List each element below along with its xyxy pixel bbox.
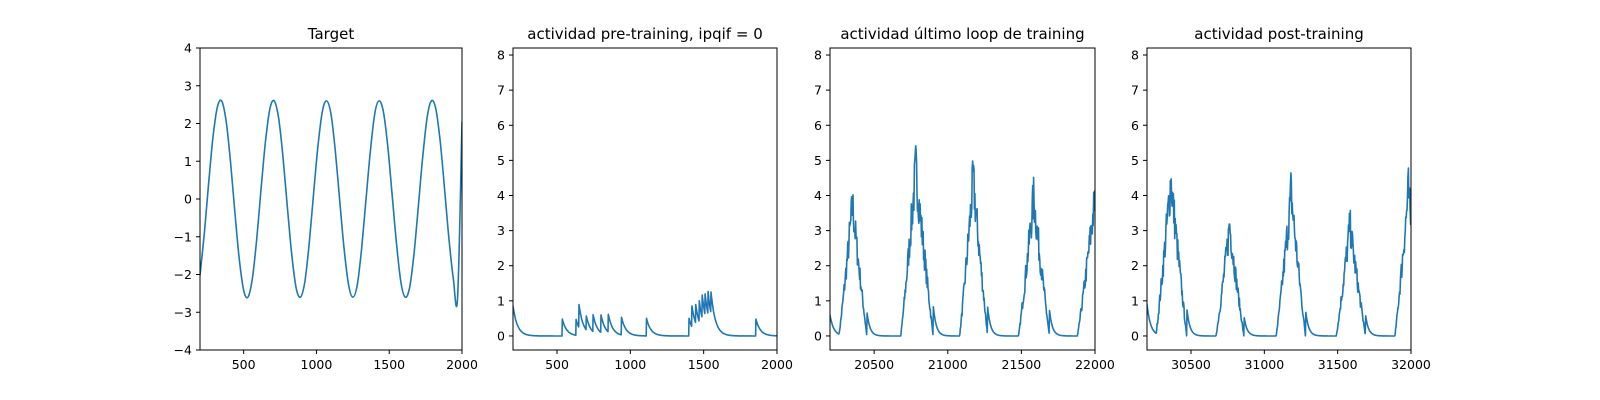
y-tick-label: 0 [497,328,505,343]
y-tick-label: 1 [497,293,505,308]
y-tick-label: 1 [1131,293,1139,308]
series-line [1147,167,1411,337]
y-tick-label: 8 [497,48,505,63]
y-tick-label: 6 [814,118,822,133]
subplot-title: actividad pre-training, ipqif = 0 [527,25,763,43]
subplot-1: 500 1000 1500 2000 −4 −3 −2 −1 0 1 2 3 4 Target [174,25,478,372]
series-line [513,290,777,337]
y-tick-label: 5 [1131,153,1139,168]
x-tick-label: 31000 [1244,357,1284,372]
y-tick-label: 7 [1131,83,1139,98]
x-tick-label: 1000 [614,357,646,372]
x-tick-label: 20500 [854,357,894,372]
y-tick-label: 3 [814,223,822,238]
y-tick-label: 2 [814,258,822,273]
y-tick-label: 0 [184,192,192,207]
y-tick-label: 3 [1131,223,1139,238]
subplot-4: 30500 31000 31500 32000 0 1 2 3 4 5 6 7 8 actividad p… [1131,25,1431,372]
y-tick-label: 8 [814,48,822,63]
y-tick-label: 7 [497,83,505,98]
subplot-title: actividad post-training [1194,25,1363,43]
series-line [830,145,1095,337]
y-tick-label: 4 [497,188,505,203]
y-tick-label: 2 [497,258,505,273]
x-tick-label: 1500 [373,357,405,372]
y-tick-label: 0 [1131,328,1139,343]
y-tick-label: −2 [174,267,192,282]
x-tick-label: 2000 [761,357,793,372]
y-tick-label: 3 [184,78,192,93]
y-tick-label: 4 [1131,188,1139,203]
y-tick-label: 6 [497,118,505,133]
y-tick-label: 4 [814,188,822,203]
x-tick-label: 31500 [1318,357,1358,372]
x-tick-label: 1500 [688,357,720,372]
subplot-title: Target [307,25,355,43]
y-tick-label: 0 [814,328,822,343]
y-tick-label: −4 [174,343,192,358]
y-tick-label: −3 [174,305,192,320]
y-tick-label: −1 [174,229,192,244]
subplot-title: actividad último loop de training [840,25,1084,43]
y-tick-label: 7 [814,83,822,98]
y-tick-label: 3 [497,223,505,238]
y-tick-label: 5 [497,153,505,168]
axes-frame [1146,47,1412,351]
x-tick-label: 1000 [301,357,333,372]
y-tick-label: 2 [1131,258,1139,273]
y-tick-label: 4 [184,41,192,56]
axes-frame [829,47,1096,351]
x-tick-label: 30500 [1171,357,1211,372]
y-tick-label: 2 [184,116,192,131]
y-tick-label: 1 [814,293,822,308]
axes-frame [512,47,778,351]
y-tick-label: 1 [184,154,192,169]
x-tick-label: 22000 [1075,357,1115,372]
y-tick-label: 6 [1131,118,1139,133]
x-tick-label: 32000 [1391,357,1431,372]
series-line [200,99,462,308]
subplot-3: 20500 21000 21500 22000 0 1 2 3 4 5 6 7 8 actividad ú… [814,25,1115,372]
x-tick-label: 500 [232,357,256,372]
x-tick-label: 21000 [928,357,968,372]
y-tick-label: 8 [1131,48,1139,63]
x-tick-label: 21500 [1002,357,1042,372]
x-tick-label: 2000 [446,357,478,372]
x-tick-label: 500 [545,357,569,372]
subplot-2: 500 1000 1500 2000 0 1 2 3 4 5 6 7 8 actividad pre-tr… [497,25,793,372]
y-tick-label: 5 [814,153,822,168]
